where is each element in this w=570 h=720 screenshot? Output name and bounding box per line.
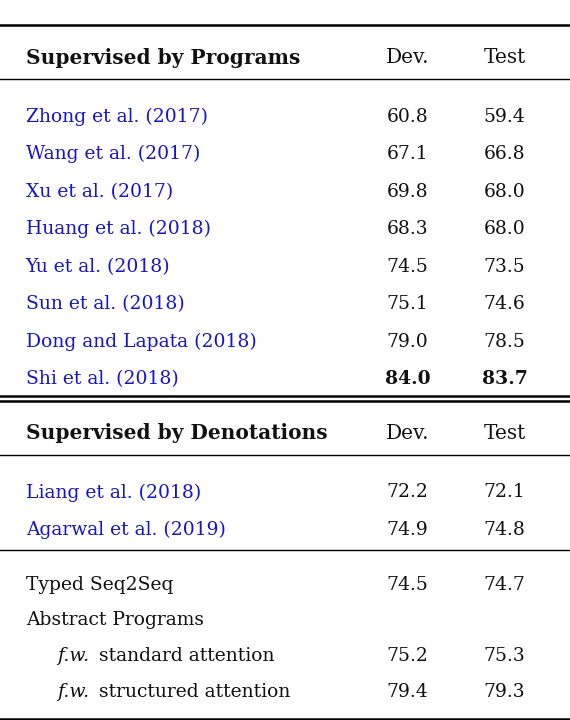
Text: 59.4: 59.4 xyxy=(483,108,526,126)
Text: 79.4: 79.4 xyxy=(386,683,429,701)
Text: Shi et al. (2018): Shi et al. (2018) xyxy=(26,370,178,388)
Text: 84.0: 84.0 xyxy=(385,370,430,388)
Text: 74.8: 74.8 xyxy=(483,521,526,539)
Text: Wang et al. (2017): Wang et al. (2017) xyxy=(26,145,200,163)
Text: Supervised by Denotations: Supervised by Denotations xyxy=(26,423,327,443)
Text: 67.1: 67.1 xyxy=(386,145,429,163)
Text: Dong and Lapata (2018): Dong and Lapata (2018) xyxy=(26,333,256,351)
Text: f.w.: f.w. xyxy=(57,647,89,665)
Text: Dev.: Dev. xyxy=(386,423,429,443)
Text: 74.6: 74.6 xyxy=(483,295,526,313)
Text: 75.3: 75.3 xyxy=(483,647,526,665)
Text: Huang et al. (2018): Huang et al. (2018) xyxy=(26,220,211,238)
Text: 79.0: 79.0 xyxy=(386,333,429,351)
Text: 79.3: 79.3 xyxy=(483,683,526,701)
Text: f.w.: f.w. xyxy=(57,683,89,701)
Text: Typed Seq2Seq: Typed Seq2Seq xyxy=(26,576,173,594)
Text: 69.8: 69.8 xyxy=(386,183,429,201)
Text: 73.5: 73.5 xyxy=(483,258,526,276)
Text: Zhong et al. (2017): Zhong et al. (2017) xyxy=(26,108,207,126)
Text: Liang et al. (2018): Liang et al. (2018) xyxy=(26,483,201,502)
Text: 72.1: 72.1 xyxy=(483,483,526,501)
Text: 60.8: 60.8 xyxy=(386,108,429,126)
Text: Supervised by Programs: Supervised by Programs xyxy=(26,48,300,68)
Text: 74.9: 74.9 xyxy=(386,521,429,539)
Text: 74.7: 74.7 xyxy=(483,576,526,594)
Text: 74.5: 74.5 xyxy=(386,258,429,276)
Text: structured attention: structured attention xyxy=(93,683,290,701)
Text: Dev.: Dev. xyxy=(386,48,429,67)
Text: Xu et al. (2017): Xu et al. (2017) xyxy=(26,183,173,201)
Text: 68.0: 68.0 xyxy=(483,183,526,201)
Text: Test: Test xyxy=(483,423,526,443)
Text: 75.1: 75.1 xyxy=(386,295,429,313)
Text: 66.8: 66.8 xyxy=(483,145,526,163)
Text: 68.3: 68.3 xyxy=(386,220,429,238)
Text: Yu et al. (2018): Yu et al. (2018) xyxy=(26,258,170,276)
Text: standard attention: standard attention xyxy=(93,647,274,665)
Text: 78.5: 78.5 xyxy=(483,333,526,351)
Text: 68.0: 68.0 xyxy=(483,220,526,238)
Text: 75.2: 75.2 xyxy=(386,647,429,665)
Text: Sun et al. (2018): Sun et al. (2018) xyxy=(26,295,185,313)
Text: 83.7: 83.7 xyxy=(482,370,527,388)
Text: Test: Test xyxy=(483,48,526,67)
Text: 72.2: 72.2 xyxy=(386,483,429,501)
Text: Agarwal et al. (2019): Agarwal et al. (2019) xyxy=(26,521,226,539)
Text: Abstract Programs: Abstract Programs xyxy=(26,611,203,629)
Text: 74.5: 74.5 xyxy=(386,576,429,594)
